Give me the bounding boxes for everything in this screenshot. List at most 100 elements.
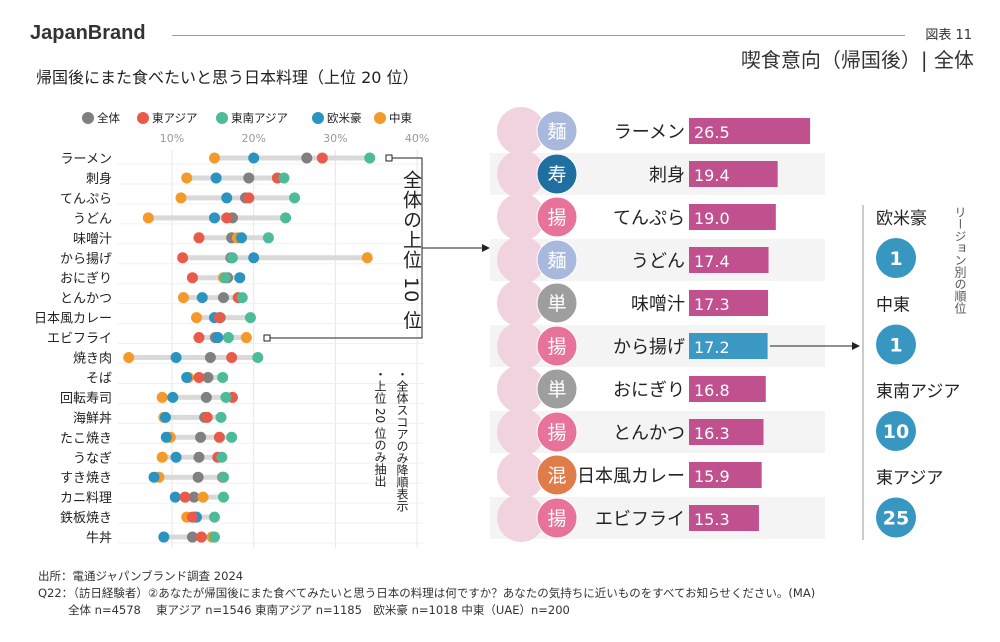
fried-shrimp-icon — [497, 494, 545, 542]
dot-東南アジア — [216, 451, 228, 463]
category-badge — [536, 411, 578, 453]
badge-text: 揚 — [547, 508, 566, 530]
category-badge — [536, 110, 578, 152]
row-label: とんかつ — [60, 292, 112, 307]
dot-欧米豪 — [169, 491, 181, 503]
dot-欧米豪 — [234, 272, 246, 284]
brand-logo: JapanBrand — [30, 22, 146, 44]
badge-text: 寿 — [547, 164, 566, 186]
bar-label: てんぷら — [613, 208, 685, 229]
category-badge — [536, 454, 578, 496]
bar-label: おにぎり — [613, 380, 685, 401]
legend-label: 中東 — [389, 111, 412, 125]
dot-東南アジア — [215, 411, 227, 423]
bar — [689, 419, 764, 445]
arrow-head — [852, 342, 860, 350]
dot-欧米豪 — [212, 332, 224, 344]
bar — [689, 290, 769, 316]
bar — [689, 333, 768, 359]
row-label: うどん — [73, 212, 112, 227]
region-rank: 1 — [889, 335, 902, 357]
dot-東アジア — [221, 212, 233, 224]
dot-欧米豪 — [196, 292, 208, 304]
bar-value: 16.3 — [694, 424, 730, 443]
bracket-label: 全体の上位 10 位 — [400, 170, 422, 331]
bar — [689, 376, 766, 402]
dot-全体 — [186, 531, 198, 543]
footer-samples: 全体 n=4578 東アジア n=1546 東南アジア n=1185 欧米豪 n… — [68, 603, 570, 617]
bar-label: ラーメン — [614, 122, 685, 143]
tempura-icon — [497, 193, 545, 241]
dot-東南アジア — [226, 431, 238, 443]
row-label: おにぎり — [60, 272, 112, 287]
badge-text: 単 — [547, 293, 566, 315]
legend-label: 東アジア — [152, 111, 198, 125]
badge-text: 単 — [547, 379, 566, 401]
dot-東アジア — [213, 431, 225, 443]
bar-label: 日本風カレー — [577, 466, 685, 487]
bar-label: 味噌汁 — [631, 294, 685, 315]
bar-value: 17.3 — [694, 295, 730, 314]
row-label: てんぷら — [60, 192, 112, 207]
region-rank-circle — [876, 238, 916, 278]
curry-plate-icon — [497, 451, 545, 499]
dot-東アジア — [201, 411, 213, 423]
dot-東南アジア — [208, 511, 220, 523]
note-2: ・上位 20 位のみ抽出 — [373, 368, 387, 487]
dot-中東 — [175, 192, 187, 204]
bar-value: 19.4 — [694, 166, 730, 185]
chicken-icon — [497, 322, 545, 370]
dot-中東 — [142, 212, 154, 224]
dot-欧米豪 — [159, 411, 171, 423]
dot-東南アジア — [217, 491, 229, 503]
dot-東南アジア — [244, 312, 256, 324]
page-title: 喫食意向（帰国後）| 全体 — [740, 48, 974, 72]
row-label: たこ焼き — [60, 431, 112, 446]
dot-東南アジア — [219, 272, 231, 284]
dot-全体 — [202, 371, 214, 383]
footer-question: Q22：（訪日経験者）②あなたが帰国後にまた食べてみたいと思う日本の料理は何です… — [38, 586, 816, 600]
dot-東南アジア — [289, 192, 301, 204]
dot-欧米豪 — [235, 232, 247, 244]
legend-swatch — [82, 112, 94, 124]
tonkatsu-icon — [497, 408, 545, 456]
bracket-end — [385, 154, 393, 162]
dot-中東 — [156, 451, 168, 463]
dot-中東 — [156, 391, 168, 403]
row-label: 回転寿司 — [60, 391, 112, 406]
fish-icon — [497, 150, 545, 198]
row-label: 刺身 — [86, 171, 112, 187]
bar-value: 17.2 — [694, 338, 730, 357]
dot-東アジア — [186, 511, 198, 523]
dot-中東 — [177, 292, 189, 304]
chart-title: 帰国後にまた食べたいと思う日本料理（上位 20 位） — [36, 68, 419, 87]
region-name: 東アジア — [876, 469, 943, 489]
dot-欧米豪 — [248, 152, 260, 164]
bar-value: 26.5 — [694, 123, 730, 142]
dot-東アジア — [243, 192, 255, 204]
row-label: エビフライ — [47, 332, 112, 347]
row-label: 鉄板焼き — [60, 511, 112, 526]
row-label: カニ料理 — [60, 491, 112, 506]
row-label: 日本風カレー — [34, 312, 112, 327]
dot-欧米豪 — [181, 371, 193, 383]
dot-東アジア — [195, 531, 207, 543]
dot-全体 — [192, 471, 204, 483]
row-label: すき焼き — [60, 471, 112, 486]
dot-東南アジア — [226, 252, 238, 264]
note-1: ・全体スコアのみ降順表示 — [395, 368, 409, 512]
dot-東南アジア — [278, 172, 290, 184]
region-name: 東南アジア — [876, 382, 960, 402]
bar-label: とんかつ — [613, 423, 685, 444]
dot-東南アジア — [236, 292, 248, 304]
category-badge — [536, 282, 578, 324]
badge-text: 揚 — [547, 207, 566, 229]
badge-text: 揚 — [547, 336, 566, 358]
dot-全体 — [243, 172, 255, 184]
dot-東南アジア — [222, 332, 234, 344]
bracket-end — [263, 334, 271, 342]
dot-中東 — [181, 172, 193, 184]
dot-東アジア — [186, 272, 198, 284]
dot-全体 — [301, 152, 313, 164]
dot-中東 — [361, 252, 373, 264]
